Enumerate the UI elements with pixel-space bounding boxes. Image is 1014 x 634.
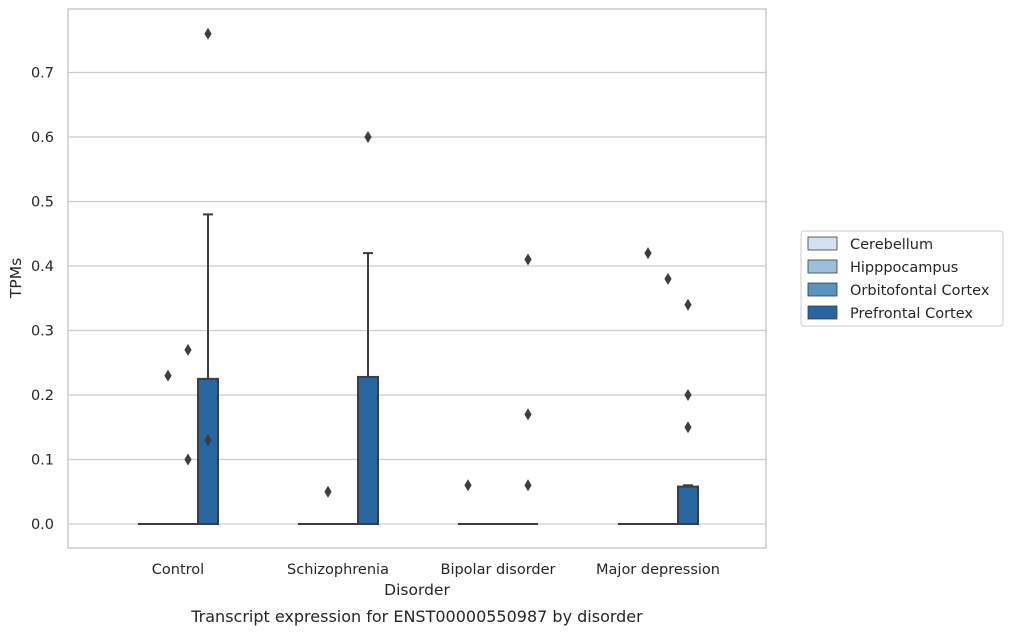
outlier-point [464, 479, 472, 492]
legend-swatch [807, 236, 838, 251]
legend-label: Orbitofontal Cortex [850, 283, 990, 299]
outlier-point [204, 27, 212, 40]
legend: Cerebellum Hipppocampus Orbitofontal Corte… [800, 230, 1004, 327]
outlier-point [684, 421, 692, 434]
x-axis-label: Disorder [384, 581, 450, 599]
legend-frame [800, 230, 1004, 327]
x-tick-labels: Control Schizophrenia Bipolar disorder Majo… [152, 562, 720, 578]
y-tick-label: 0.5 [31, 195, 54, 211]
outlier-point [664, 272, 672, 285]
box-body [197, 377, 219, 525]
outlier-point [184, 453, 192, 466]
box-body [357, 375, 379, 525]
x-tick-label: Bipolar disorder [441, 562, 556, 578]
outlier-point [684, 298, 692, 311]
outlier-point [524, 479, 532, 492]
outlier-point [164, 369, 172, 382]
legend-swatch [807, 282, 838, 297]
y-axis-label: TPMs [7, 258, 25, 299]
box-body [677, 485, 699, 525]
outlier-point [184, 343, 192, 356]
outlier-point [204, 434, 212, 447]
legend-swatch [807, 259, 838, 274]
outlier-point [364, 131, 372, 143]
y-tick-label: 0.2 [31, 388, 54, 404]
chart-caption: Transcript expression for ENST0000055098… [190, 607, 643, 626]
y-tick-label: 0.3 [31, 324, 54, 340]
legend-label: Hipppocampus [850, 260, 958, 276]
box-marks [138, 27, 699, 525]
y-tick-label: 0.0 [31, 517, 54, 533]
y-tick-label: 0.1 [31, 453, 54, 469]
outlier-point [524, 408, 532, 421]
plot-frame [67, 8, 767, 549]
plot-area [68, 9, 766, 548]
grid-lines [68, 71, 766, 525]
y-tick-label: 0.6 [31, 130, 54, 146]
legend-label: Prefrontal Cortex [850, 306, 973, 322]
outlier-point [324, 485, 332, 498]
x-tick-label: Control [152, 562, 204, 578]
outlier-point [684, 389, 692, 401]
outlier-point [524, 253, 532, 266]
y-tick-label: 0.7 [31, 66, 54, 82]
outlier-point [644, 247, 652, 260]
legend-items: Cerebellum Hipppocampus Orbitofontal Corte… [807, 236, 990, 322]
legend-swatch [807, 305, 838, 320]
y-tick-label: 0.4 [31, 259, 54, 275]
y-tick-labels: 0.0 0.1 0.2 0.3 0.4 0.5 0.6 0.7 [31, 66, 54, 534]
x-tick-label: Schizophrenia [287, 562, 389, 578]
x-tick-label: Major depression [596, 562, 720, 578]
legend-label: Cerebellum [850, 237, 933, 253]
